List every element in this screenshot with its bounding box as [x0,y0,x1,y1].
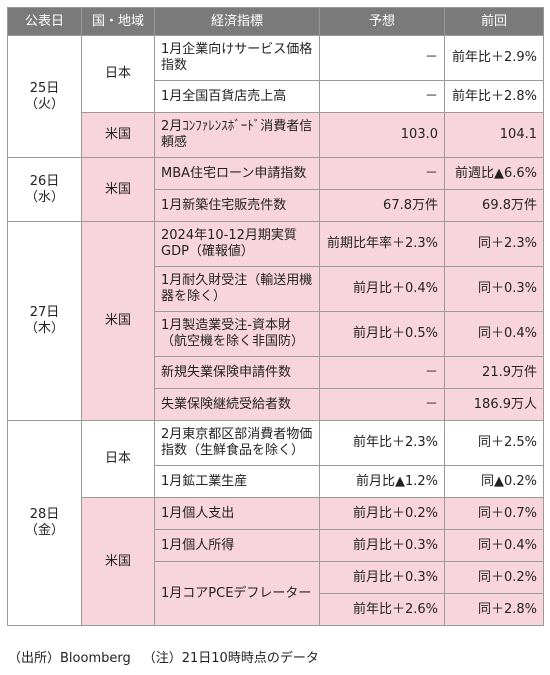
previous-cell: 同＋0.2% [444,561,544,594]
region-cell: 米国 [81,157,155,222]
header-date: 公表日 [7,7,82,36]
indicator-cell: 2月ｺﾝﾌｧﾚﾝｽﾎﾞｰﾄﾞ消費者信頼感 [154,112,320,158]
table-row: 米国 2月ｺﾝﾌｧﾚﾝｽﾎﾞｰﾄﾞ消費者信頼感 103.0 104.1 [7,112,544,158]
date-cell: 28日 （金） [7,420,82,626]
indicator-cell: 1月全国百貨店売上高 [154,80,320,113]
header-previous: 前回 [444,7,544,36]
region-cell: 米国 [81,497,155,626]
forecast-cell: 103.0 [319,112,445,158]
previous-cell: 同＋0.4% [444,311,544,357]
forecast-cell: 前月比＋0.5% [319,311,445,357]
forecast-cell: 前年比＋2.6% [319,593,445,626]
region-cell: 日本 [81,35,155,113]
header-forecast: 予想 [319,7,445,36]
forecast-cell: － [319,80,445,113]
header-indicator: 経済指標 [154,7,320,36]
table-row: 25日 （火） 日本 1月企業向けサービス価格指数 － 前年比＋2.9% [7,35,544,158]
previous-cell: 前年比＋2.9% [444,35,544,81]
forecast-cell: 前月比＋0.4% [319,266,445,312]
indicator-cell: MBA住宅ローン申請指数 [154,157,320,190]
previous-cell: 前週比▲6.6% [444,157,544,190]
indicator-cell: 1月個人所得 [154,529,320,562]
previous-cell: 同＋2.5% [444,420,544,466]
forecast-cell: － [319,157,445,190]
forecast-cell: 67.8万件 [319,189,445,222]
indicator-cell: 1月鉱工業生産 [154,465,320,498]
forecast-cell: 前月比＋0.2% [319,497,445,530]
table-row: 1月鉱工業生産 前月比▲1.2% 同▲0.2% [8,465,544,498]
previous-cell: 同▲0.2% [444,465,544,498]
indicator-cell: 2月東京都区部消費者物価指数（生鮮食品を除く） [154,420,320,466]
header-row: 公表日 国・地域 経済指標 予想 前回 [7,7,544,36]
date-cell: 26日 （水） [7,157,82,222]
footnote: （出所）Bloomberg （注）21日10時時点のデータ [8,651,331,667]
region-cell: 米国 [81,221,155,421]
footnote-note: （注）21日10時時点のデータ [142,651,319,666]
indicator-cell: 1月新築住宅販売件数 [154,189,320,222]
forecast-cell: 前期比年率＋2.3% [319,221,445,267]
footnote-source: （出所）Bloomberg [8,651,131,666]
previous-cell: 前年比＋2.8% [444,80,544,113]
forecast-cell: － [319,356,445,389]
previous-cell: 同＋2.8% [444,593,544,626]
indicator-cell: 新規失業保険申請件数 [154,356,320,389]
indicator-cell: 1月企業向けサービス価格指数 [154,35,320,81]
forecast-cell: 前年比＋2.3% [319,420,445,466]
forecast-cell: － [319,35,445,81]
economic-calendar-table: 公表日 国・地域 経済指標 予想 前回 25日 （火） 日本 1月企業向けサービス… [7,7,544,626]
table-row: 1月全国百貨店売上高 － 前年比＋2.8% [8,80,544,113]
header-region: 国・地域 [81,7,155,36]
table-row: 28日 （金） 日本 2月東京都区部消費者物価指数（生鮮食品を除く） 前年比＋2.… [7,420,544,626]
previous-cell: 186.9万人 [444,388,544,421]
region-cell: 日本 [81,420,155,498]
date-cell: 27日 （木） [7,221,82,421]
previous-cell: 同＋0.4% [444,529,544,562]
region-cell: 米国 [81,112,155,158]
date-cell: 25日 （火） [7,35,82,158]
previous-cell: 同＋0.3% [444,266,544,312]
indicator-cell: 2024年10-12月期実質GDP（確報値） [154,221,320,267]
indicator-cell: 1月コアPCEデフレーター [154,561,320,626]
table-row: 27日 （木） 米国 2024年10-12月期実質GDP（確報値） 前期比年率＋2… [7,221,544,421]
forecast-cell: － [319,388,445,421]
previous-cell: 同＋0.7% [444,497,544,530]
previous-cell: 104.1 [444,112,544,158]
table-row: 26日 （水） 米国 MBA住宅ローン申請指数 － 前週比▲6.6% [7,157,544,222]
previous-cell: 21.9万件 [444,356,544,389]
indicator-cell: 失業保険継続受給者数 [154,388,320,421]
table-row: 米国 1月個人支出 前月比＋0.2% 同＋0.7% [7,497,544,626]
indicator-cell: 1月製造業受注-資本財（航空機を除く非国防） [154,311,320,357]
forecast-cell: 前月比▲1.2% [319,465,445,498]
previous-cell: 同＋2.3% [444,221,544,267]
forecast-cell: 前月比＋0.3% [319,529,445,562]
forecast-cell: 前月比＋0.3% [319,561,445,594]
previous-cell: 69.8万件 [444,189,544,222]
indicator-cell: 1月耐久財受注（輸送用機器を除く） [154,266,320,312]
indicator-cell: 1月個人支出 [154,497,320,530]
